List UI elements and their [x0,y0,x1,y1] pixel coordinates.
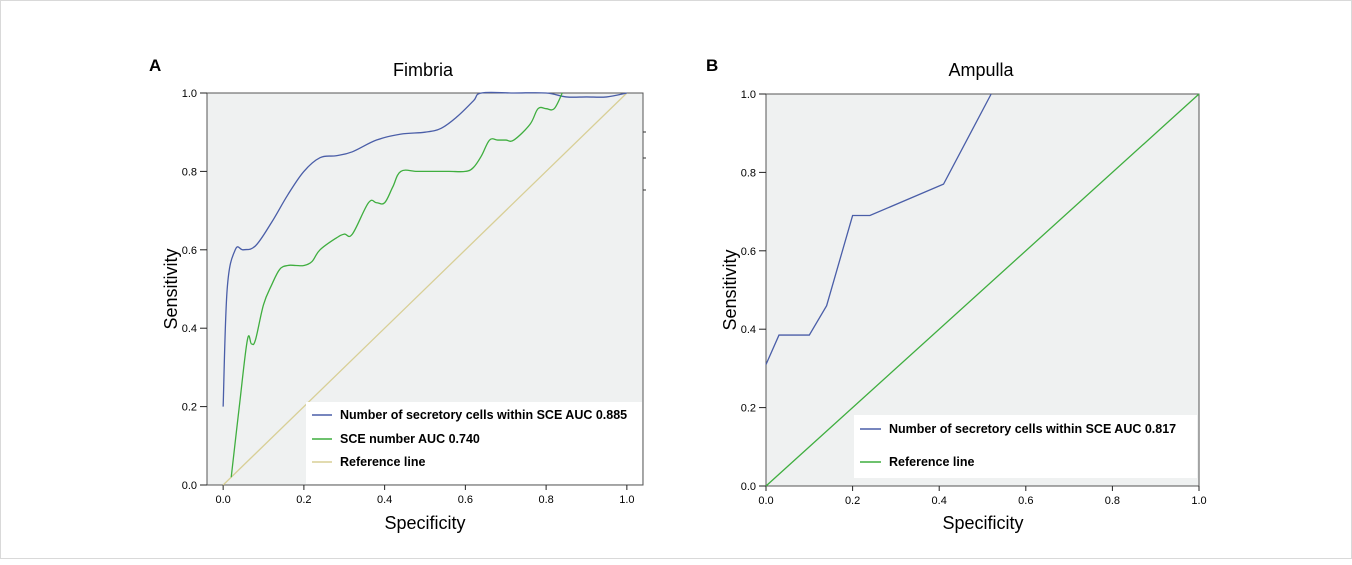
y-tick-label: 1.0 [182,88,197,100]
x-tick-label: 0.6 [1018,495,1033,507]
y-tick-label: 0.4 [182,323,197,335]
legend-box-fimbria [306,402,642,484]
x-tick-label: 0.0 [215,494,230,506]
series-line-sce-number-auc-0 [230,92,563,478]
legend-ampulla: Number of secretory cells within SCE AUC… [854,415,1197,478]
y-tick-label: 0.2 [182,402,197,414]
series-line-reference-line [222,92,628,486]
y-axis-title-fimbria: Sensitivity [161,248,181,329]
series-line-number-of-secretory-cells [765,93,992,365]
x-tick-label: 1.0 [1191,495,1206,507]
panel-letter-a: A [149,56,161,75]
legend-label-reference-ampulla: Reference line [889,455,975,469]
x-axis-title-ampulla: Specificity [942,513,1023,533]
series-lines-fimbria [222,91,628,486]
right-edge-ticks-fimbria [643,131,646,191]
x-tick-label: 0.4 [377,494,392,506]
y-tick-label: 1.0 [741,89,756,101]
series-line-reference-line [765,93,1200,487]
y-tick-label: 0.4 [741,324,756,336]
series-lines-ampulla [765,93,1200,487]
x-tick-label: 0.8 [538,494,553,506]
panel-ampulla: B Ampulla 0.0 0.2 0.4 0.6 0.8 1.0 0.0 0.2 0.4 0.6… [706,56,1207,533]
y-tick-label: 0.8 [182,166,197,178]
y-tick-label: 0.6 [182,245,197,257]
legend-label-secretory-ampulla: Number of secretory cells within SCE AUC… [889,422,1176,436]
x-tick-label: 0.8 [1105,495,1120,507]
axes-ampulla: 0.0 0.2 0.4 0.6 0.8 1.0 0.0 0.2 0.4 0.6 0.8 1.0 [741,89,1207,507]
y-tick-label: 0.8 [741,167,756,179]
chart-title-ampulla: Ampulla [948,60,1014,80]
y-tick-label: 0.0 [182,480,197,492]
x-axis-title-fimbria: Specificity [384,513,465,533]
y-tick-label: 0.0 [741,481,756,493]
x-tick-label: 1.0 [619,494,634,506]
legend-label-sce-number: SCE number AUC 0.740 [340,432,480,446]
legend-label-reference-fimbria: Reference line [340,455,426,469]
chart-title-fimbria: Fimbria [393,60,454,80]
axes-fimbria: 0.0 0.2 0.4 0.6 0.8 1.0 0.0 0.2 0.4 0.6 0.8 1.0 [182,88,635,506]
x-tick-label: 0.2 [845,495,860,507]
y-tick-label: 0.2 [741,403,756,415]
legend-fimbria: Number of secretory cells within SCE AUC… [306,402,642,484]
x-tick-label: 0.4 [932,495,947,507]
x-tick-label: 0.2 [296,494,311,506]
x-tick-label: 0.0 [758,495,773,507]
panel-letter-b: B [706,56,718,75]
y-axis-title-ampulla: Sensitivity [720,249,740,330]
panel-fimbria: A Fimbria 0.0 0.2 0.4 0.6 0.8 1.0 0.0 0.2 0.4 0.6… [149,56,646,533]
legend-box-ampulla [854,415,1197,478]
x-tick-label: 0.6 [458,494,473,506]
y-tick-label: 0.6 [741,246,756,258]
legend-label-secretory-fimbria: Number of secretory cells within SCE AUC… [340,408,627,422]
series-line-number-of-secretory-cells [222,91,627,407]
